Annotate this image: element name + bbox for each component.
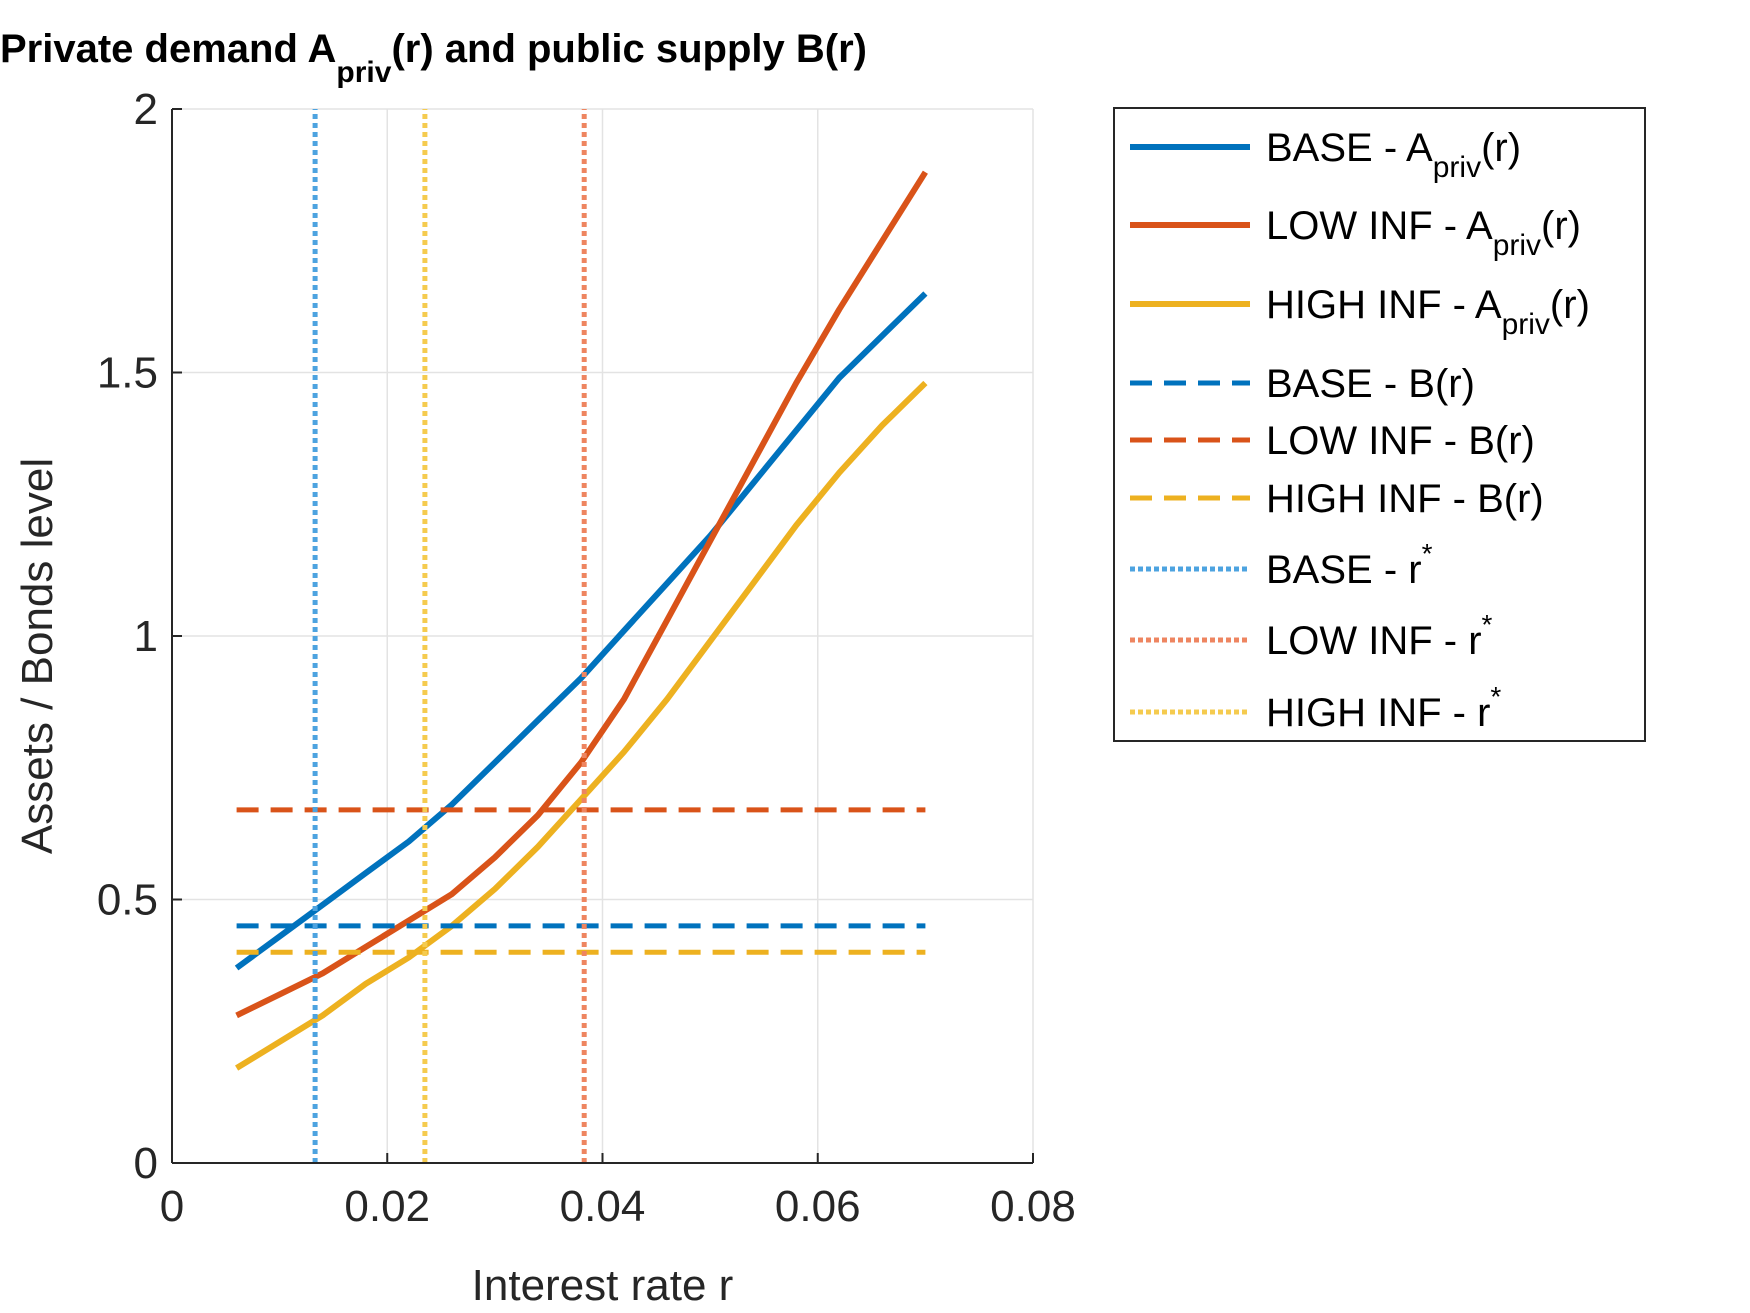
x-tick-label: 0: [160, 1182, 184, 1231]
legend-label-8: HIGH INF - r*: [1266, 681, 1501, 735]
y-tick-label: 0.5: [97, 876, 158, 925]
legend-label-3: BASE - B(r): [1266, 362, 1475, 406]
chart-title-tail: (r) and public supply B(r): [391, 27, 867, 71]
x-tick-label: 0.02: [344, 1182, 430, 1231]
legend-label-5: HIGH INF - B(r): [1266, 477, 1544, 521]
legend-label-1: LOW INF - Apriv(r): [1266, 204, 1581, 262]
y-tick-label: 0: [134, 1139, 158, 1188]
legend-box: [1113, 107, 1646, 742]
x-tick-label: 0.04: [560, 1182, 646, 1231]
series-line-2: [235, 380, 928, 1071]
series-line-0: [234, 291, 928, 971]
legend-label-2: HIGH INF - Apriv(r): [1266, 283, 1590, 341]
chart-title-main: Private demand A: [0, 27, 336, 71]
y-tick-label: 1.5: [97, 349, 158, 398]
x-tick-label: 0.06: [775, 1182, 861, 1231]
legend-label-6: BASE - r*: [1266, 538, 1433, 592]
y-tick-label: 1: [134, 612, 158, 661]
legend: BASE - Apriv(r) LOW INF - Apriv(r) HIGH IN…: [1113, 107, 1646, 742]
legend-label-4: LOW INF - B(r): [1266, 419, 1535, 463]
x-axis-label: Interest rate r: [472, 1261, 734, 1310]
chart-title-subscript: priv: [336, 56, 391, 89]
y-axis-label: Assets / Bonds level: [13, 458, 62, 854]
legend-label-7: LOW INF - r*: [1266, 609, 1493, 663]
axes: 0 0.02 0.04 0.06 0.08 0 0.5 1 1.5 2: [97, 85, 1076, 1231]
legend-label-0: BASE - Apriv(r): [1266, 126, 1521, 184]
y-tick-label: 2: [134, 85, 158, 134]
chart-title: Private demand Apriv(r) and public suppl…: [0, 27, 867, 89]
x-tick-label: 0.08: [990, 1182, 1076, 1231]
series-line-1: [235, 170, 928, 1019]
plot-lines: [234, 109, 928, 1163]
